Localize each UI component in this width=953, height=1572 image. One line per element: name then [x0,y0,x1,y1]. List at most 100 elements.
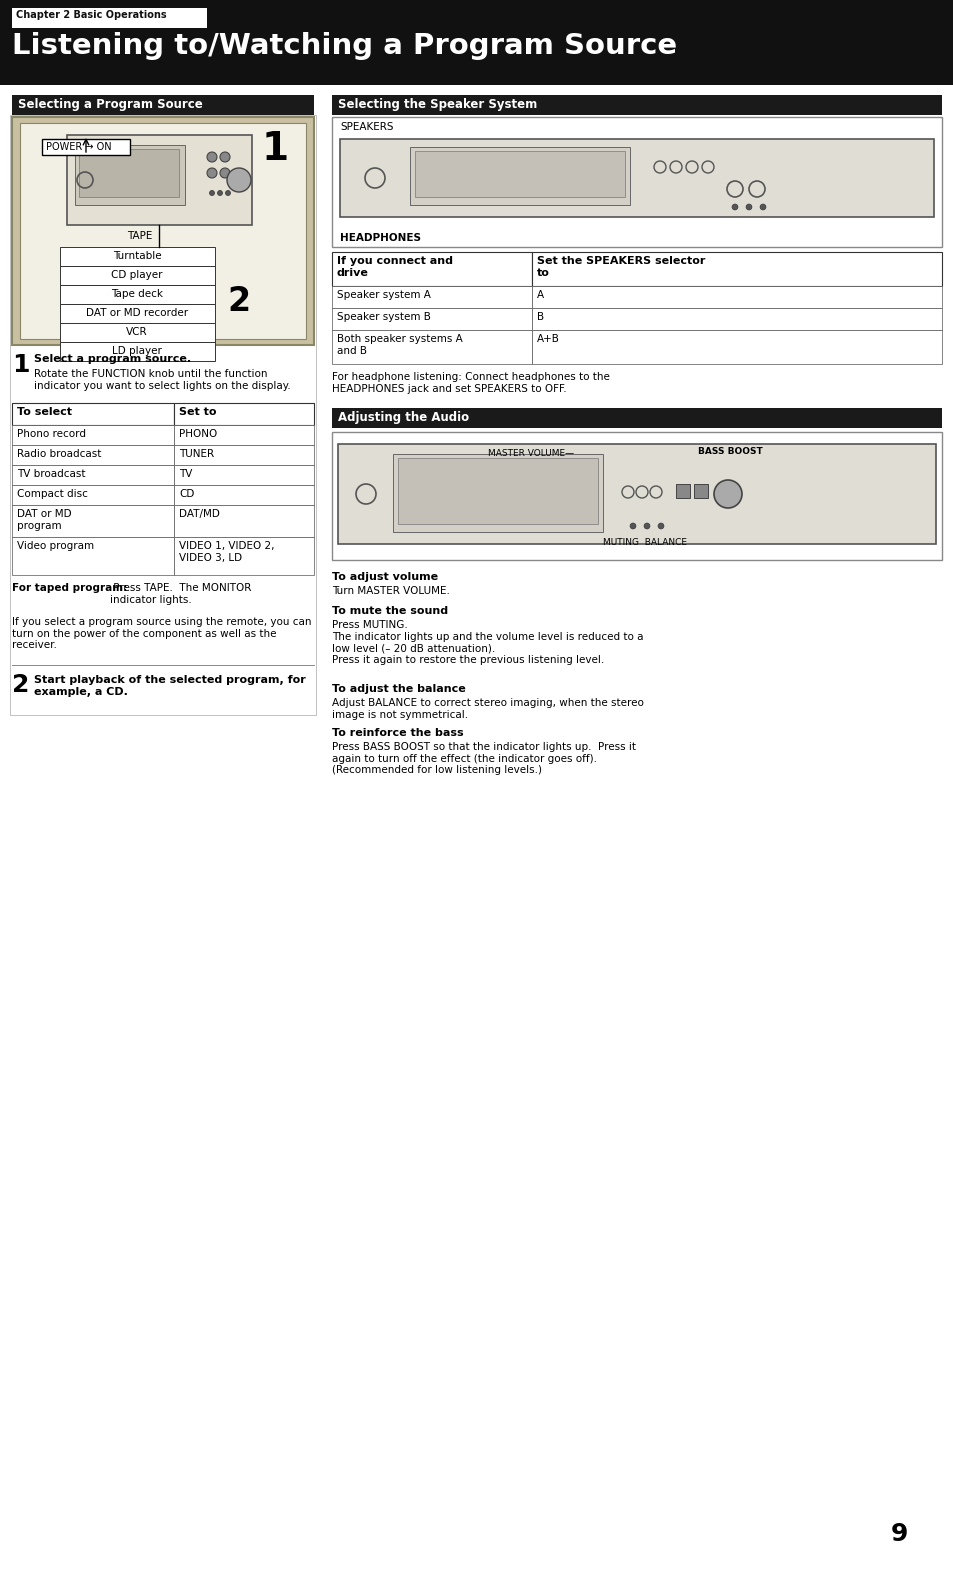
Bar [397,457,598,523]
Bar [60,303,214,322]
Text: 1: 1 [262,130,289,168]
Text: Video program: Video program [17,541,94,552]
Text: Set to: Set to [179,407,216,417]
Bar [67,135,252,225]
Circle shape [658,523,663,530]
Bar [173,445,314,465]
Bar [75,145,185,204]
Bar [532,308,941,330]
Bar [12,465,173,486]
Bar [20,123,306,340]
Bar [532,286,941,308]
Bar [332,432,941,560]
Text: TV broadcast: TV broadcast [17,468,86,479]
Circle shape [220,152,230,162]
Circle shape [220,168,230,178]
Text: Radio broadcast: Radio broadcast [17,450,101,459]
Text: If you select a program source using the remote, you can
turn on the power of th: If you select a program source using the… [12,616,312,651]
Bar [60,266,214,285]
Bar [393,454,602,531]
Text: To adjust the balance: To adjust the balance [332,684,465,693]
Text: A+B: A+B [537,333,559,344]
Text: Speaker system A: Speaker system A [336,289,431,300]
Text: If you connect and
drive: If you connect and drive [336,256,453,278]
Bar [676,484,689,498]
Circle shape [629,523,636,530]
Circle shape [227,168,251,192]
Bar [410,148,629,204]
Text: Press TAPE.  The MONITOR
indicator lights.: Press TAPE. The MONITOR indicator lights… [110,583,251,605]
Bar [12,402,173,424]
Bar [332,409,941,428]
Text: Chapter 2 Basic Operations: Chapter 2 Basic Operations [16,9,167,20]
Circle shape [731,204,738,211]
Bar [12,505,173,538]
Text: Selecting a Program Source: Selecting a Program Source [18,97,203,112]
Text: HEADPHONES: HEADPHONES [339,233,420,244]
Text: Tape deck: Tape deck [111,289,163,299]
Bar [12,538,173,575]
Circle shape [217,190,222,195]
Circle shape [225,190,231,195]
Circle shape [207,152,216,162]
Text: CD player: CD player [112,270,163,280]
Bar [60,247,214,266]
Bar [532,330,941,365]
Text: POWER → ON: POWER → ON [46,141,112,152]
Bar [12,424,173,445]
Text: TAPE: TAPE [127,231,152,241]
Text: Select a program source.: Select a program source. [34,354,191,365]
Text: VCR: VCR [126,327,148,336]
Bar [332,330,532,365]
Text: DAT or MD
program: DAT or MD program [17,509,71,531]
Text: 9: 9 [889,1522,906,1545]
Text: Both speaker systems A
and B: Both speaker systems A and B [336,333,462,355]
Bar [337,443,935,544]
Circle shape [643,523,649,530]
Bar [12,94,314,115]
Bar [12,116,314,344]
Text: LD player: LD player [112,346,162,355]
Bar [532,252,941,286]
Bar [173,465,314,486]
Text: Turn MASTER VOLUME.: Turn MASTER VOLUME. [332,586,450,596]
Bar [60,285,214,303]
Bar [173,486,314,505]
Text: Adjusting the Audio: Adjusting the Audio [337,410,469,424]
Bar [415,151,624,196]
Bar [60,343,214,362]
Text: To select: To select [17,407,71,417]
Text: To mute the sound: To mute the sound [332,605,448,616]
Circle shape [207,168,216,178]
Bar [42,138,130,156]
Text: Press BASS BOOST so that the indicator lights up.  Press it
again to turn off th: Press BASS BOOST so that the indicator l… [332,742,636,775]
Text: MASTER VOLUME—: MASTER VOLUME— [488,450,574,457]
Bar [12,486,173,505]
Text: Speaker system B: Speaker system B [336,311,431,322]
Text: Turntable: Turntable [112,252,161,261]
Bar [332,116,941,247]
Text: 2: 2 [12,673,30,696]
Bar [12,445,173,465]
Text: VIDEO 1, VIDEO 2,
VIDEO 3, LD: VIDEO 1, VIDEO 2, VIDEO 3, LD [179,541,274,563]
Text: DAT or MD recorder: DAT or MD recorder [86,308,188,318]
Bar [173,424,314,445]
Text: B: B [537,311,543,322]
Text: To reinforce the bass: To reinforce the bass [332,728,463,737]
Text: DAT/MD: DAT/MD [179,509,219,519]
Text: A: A [537,289,543,300]
Text: SPEAKERS: SPEAKERS [339,123,393,132]
Text: TUNER: TUNER [179,450,213,459]
Bar [173,505,314,538]
Text: Start playback of the selected program, for
example, a CD.: Start playback of the selected program, … [34,674,305,696]
Circle shape [745,204,751,211]
Text: To adjust volume: To adjust volume [332,572,437,582]
Text: Adjust BALANCE to correct stereo imaging, when the stereo
image is not symmetric: Adjust BALANCE to correct stereo imaging… [332,698,643,720]
Text: For headphone listening: Connect headphones to the
HEADPHONES jack and set SPEAK: For headphone listening: Connect headpho… [332,373,609,393]
Bar [332,286,532,308]
Text: 1: 1 [12,354,30,377]
Bar [0,0,953,85]
Text: PHONO: PHONO [179,429,217,439]
Circle shape [713,479,741,508]
Bar [173,402,314,424]
